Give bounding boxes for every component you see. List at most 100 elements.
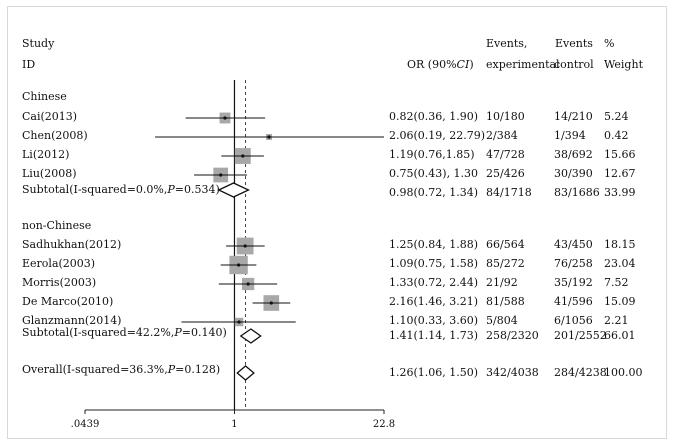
study-weight: 18.15 [604,238,636,251]
study-weight: 15.66 [604,148,636,161]
study-events-ctl: 14/210 [554,110,593,123]
study-events-exp: 5/804 [486,314,518,327]
study-id: Li(2012) [22,148,70,161]
header-percent: % [604,37,615,50]
overall-or-text: 1.26(1.06, 1.50) [389,366,479,379]
overall-events-ctl: 284/4238 [554,366,607,379]
subtotal-p-value: =0.140) [181,326,227,339]
study-point [269,301,273,305]
overall-weight: 100.00 [604,366,643,379]
subtotal-label: Subtotal(I-squared=42.2%,P=0.140) [22,326,227,339]
subtotal-weight: 66.01 [604,329,636,342]
study-events-ctl: 1/394 [554,129,586,142]
study-events-exp: 2/384 [486,129,518,142]
study-or-text: 2.16(1.46, 3.21) [389,295,479,308]
header-or: OR (90%CI) [407,58,474,71]
study-events-ctl: 6/1056 [554,314,593,327]
subtotal-events-ctl: 201/2552 [554,329,607,342]
study-events-exp: 25/426 [486,167,525,180]
group-label-non-chinese: non-Chinese [22,219,92,232]
study-events-exp: 81/588 [486,295,525,308]
study-events-ctl: 30/390 [554,167,593,180]
x-tick-label: 1 [231,419,237,430]
study-point [246,282,250,286]
header-or-text: OR (90% [407,58,457,71]
header-experimental: experimental [486,58,560,71]
study-weight: 7.52 [604,276,629,289]
x-tick-label: 22.8 [373,419,395,430]
subtotal-label: Subtotal(I-squared=0.0%,P=0.534) [22,183,220,196]
study-events-exp: 47/728 [486,148,525,161]
study-id: Glanzmann(2014) [22,314,122,327]
study-weight: 5.24 [604,110,629,123]
study-events-ctl: 43/450 [554,238,593,251]
subtotal-p: P [174,326,182,339]
overall-label: Overall(I-squared=36.3%,P=0.128) [22,363,220,376]
header-id: ID [22,58,36,71]
study-events-exp: 10/180 [486,110,525,123]
study-id: Cai(2013) [22,110,78,123]
overall-label-text: Overall(I-squared=36.3%, [22,363,168,376]
subtotal-weight: 33.99 [604,186,636,199]
study-events-exp: 21/92 [486,276,518,289]
study-events-exp: 85/272 [486,257,525,270]
study-id: De Marco(2010) [22,295,114,308]
overall-events-exp: 342/4038 [486,366,539,379]
study-id: Chen(2008) [22,129,88,142]
study-events-exp: 66/564 [486,238,525,251]
study-point [267,135,271,139]
study-or-text: 1.09(0.75, 1.58) [389,257,479,270]
study-id: Liu(2008) [22,167,77,180]
study-or-text: 2.06(0.19, 22.79) [389,129,486,142]
study-point [236,263,241,267]
subtotal-label-text: Subtotal(I-squared=42.2%, [22,326,175,339]
header-events-ctl: Events [555,37,593,50]
study-or-text: 1.25(0.84, 1.88) [389,238,479,251]
subtotal-or-text: 1.41(1.14, 1.73) [389,329,479,342]
subtotal-p-value: =0.534) [174,183,220,196]
study-point [243,244,247,248]
overall-diamond [236,365,255,381]
study-events-ctl: 76/258 [554,257,593,270]
study-or-text: 0.75(0.43), 1.30 [389,167,479,180]
study-or-text: 1.19(0.76,1.85) [389,148,475,161]
header-weight: Weight [604,58,643,71]
study-events-ctl: 35/192 [554,276,593,289]
study-point [241,154,245,158]
header-or-ci: CI [456,58,470,71]
overall-p: P [167,363,176,376]
header-or-close: ) [469,58,474,71]
study-weight: 2.21 [604,314,629,327]
subtotal-diamond [217,182,251,198]
study-point [237,320,241,324]
study-weight: 23.04 [604,257,636,270]
header-study: Study [22,37,55,50]
study-weight: 12.67 [604,167,636,180]
subtotal-events-ctl: 83/1686 [554,186,600,199]
study-or-text: 1.10(0.33, 3.60) [389,314,479,327]
subtotal-label-text: Subtotal(I-squared=0.0%, [22,183,168,196]
group-label-chinese: Chinese [22,90,67,103]
study-id: Eerola(2003) [22,257,96,270]
study-id: Sadhukhan(2012) [22,238,122,251]
subtotal-events-exp: 84/1718 [486,186,532,199]
study-or-text: 0.82(0.36, 1.90) [389,110,479,123]
study-events-ctl: 38/692 [554,148,593,161]
subtotal-events-exp: 258/2320 [486,329,539,342]
study-or-text: 1.33(0.72, 2.44) [389,276,479,289]
study-point [223,116,227,120]
study-point [219,173,223,177]
header-events-exp: Events, [486,37,528,50]
plot-frame [7,6,667,439]
header-control: control [554,58,594,71]
study-weight: 0.42 [604,129,629,142]
subtotal-p: P [167,183,175,196]
study-weight: 15.09 [604,295,636,308]
subtotal-or-text: 0.98(0.72, 1.34) [389,186,479,199]
subtotal-diamond [239,328,262,344]
overall-p-value: =0.128) [175,363,221,376]
study-events-ctl: 41/596 [554,295,593,308]
study-id: Morris(2003) [22,276,97,289]
x-tick-label: .0439 [71,419,100,430]
